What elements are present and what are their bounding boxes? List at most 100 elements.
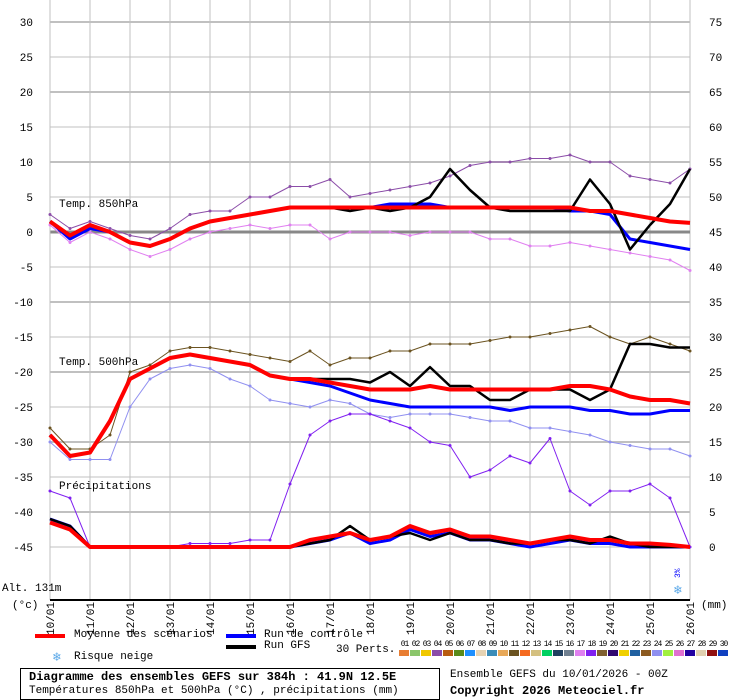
members-max-point bbox=[328, 178, 332, 181]
perturbation-swatch bbox=[432, 650, 442, 656]
y-left-tick-label: 0 bbox=[26, 228, 33, 240]
y-right-tick-label: 40 bbox=[709, 263, 722, 275]
members-max-point bbox=[488, 468, 492, 472]
y-right-tick-label: 25 bbox=[709, 368, 722, 380]
members-max-point bbox=[228, 542, 232, 545]
perturbation-number: 17 bbox=[576, 640, 586, 649]
y-right-tick-label: 55 bbox=[709, 158, 722, 170]
members-min-point bbox=[508, 237, 512, 241]
members-min-point bbox=[208, 367, 212, 370]
members-min-point bbox=[208, 230, 212, 234]
perturbation-number: 24 bbox=[653, 640, 663, 649]
run-info: Ensemble GEFS du 10/01/2026 - 00Z bbox=[450, 669, 668, 681]
snowflake-icon: ❄ bbox=[53, 650, 61, 665]
members-min-point bbox=[308, 223, 312, 227]
members-max-point bbox=[128, 370, 132, 374]
perturbation-swatch bbox=[718, 650, 728, 656]
altitude: Alt. 131m bbox=[2, 583, 62, 595]
y-left-tick-label: 5 bbox=[26, 193, 33, 205]
y-right-tick-label: 10 bbox=[709, 473, 722, 485]
members-max-point bbox=[388, 188, 392, 192]
y-left-tick-label: 15 bbox=[20, 123, 33, 135]
legend-gfs-label: Run GFS bbox=[264, 640, 311, 652]
ensemble-mean-line bbox=[49, 520, 691, 549]
members-min-point bbox=[148, 377, 152, 381]
perturbation-swatch bbox=[509, 650, 519, 656]
x-tick-label: 16/01 bbox=[286, 602, 298, 635]
legend-gfs-swatch bbox=[226, 645, 256, 649]
members-max-point bbox=[508, 160, 512, 164]
members-max-point bbox=[248, 538, 252, 542]
members-min-point bbox=[388, 416, 392, 419]
members-max-point bbox=[588, 160, 592, 164]
members-max-point bbox=[108, 433, 112, 437]
members-min-point bbox=[288, 402, 292, 405]
members-max-point bbox=[468, 342, 472, 346]
title-box: Diagramme des ensembles GEFS sur 384h : … bbox=[20, 668, 440, 700]
members-max-point bbox=[328, 419, 332, 423]
members-max-point bbox=[128, 234, 132, 237]
members-min-point bbox=[168, 367, 172, 370]
perturbation-swatch bbox=[685, 650, 695, 656]
legend-perts-label: 30 Perts. bbox=[336, 644, 396, 656]
perturbation-number: 10 bbox=[499, 640, 509, 649]
members-min-point bbox=[348, 230, 352, 234]
members-min-point bbox=[548, 244, 552, 248]
y-right-tick-label: 0 bbox=[709, 543, 716, 555]
members-min-point bbox=[408, 234, 412, 237]
perturbation-number: 27 bbox=[686, 640, 696, 649]
members-max-point bbox=[228, 209, 232, 213]
perturbation-swatch bbox=[421, 650, 431, 656]
members-max-point bbox=[208, 209, 212, 213]
members-min-point bbox=[688, 454, 692, 458]
perturbation-number: 09 bbox=[488, 640, 498, 649]
y-left-tick-label: -40 bbox=[13, 508, 33, 520]
y-left-tick-label: -45 bbox=[13, 543, 33, 555]
y-left-tick-label: 20 bbox=[20, 88, 33, 100]
members-max-point bbox=[448, 342, 452, 346]
members-max-point bbox=[668, 496, 672, 500]
members-min-point bbox=[68, 458, 72, 461]
y-right-tick-label: 60 bbox=[709, 123, 722, 135]
members-max-point bbox=[208, 542, 212, 545]
perturbation-swatch bbox=[575, 650, 585, 656]
x-tick-label: 20/01 bbox=[446, 602, 458, 635]
x-tick-label: 17/01 bbox=[326, 602, 338, 635]
members-max-point bbox=[168, 349, 172, 353]
perturbation-swatch bbox=[465, 650, 475, 656]
y-left-tick-label: -5 bbox=[20, 263, 33, 275]
y-left-unit: (°c) bbox=[12, 600, 39, 612]
members-max-point bbox=[548, 157, 552, 160]
members-min-point bbox=[48, 440, 52, 444]
members-max-point bbox=[408, 426, 412, 430]
perturbation-number: 13 bbox=[532, 640, 542, 649]
x-tick-label: 10/01 bbox=[46, 602, 58, 635]
y-right-tick-label: 65 bbox=[709, 88, 722, 100]
members-min-point bbox=[388, 230, 392, 234]
copyright: Copyright 2026 Meteociel.fr bbox=[450, 684, 645, 698]
members-max-point bbox=[448, 174, 452, 178]
members-max-point bbox=[488, 339, 492, 342]
perturbation-number: 21 bbox=[620, 640, 630, 649]
members-min-point bbox=[428, 412, 432, 416]
members-min-point bbox=[608, 440, 612, 444]
members-max-point bbox=[308, 433, 312, 437]
perturbation-swatch bbox=[443, 650, 453, 656]
legend-control-label: Run de contrôle bbox=[264, 629, 364, 641]
members-max-point bbox=[388, 419, 392, 423]
members-min-point bbox=[328, 398, 332, 402]
perturbation-swatch bbox=[663, 650, 673, 656]
members-max-point bbox=[348, 356, 352, 360]
x-tick-label: 11/01 bbox=[86, 602, 98, 635]
members-max-point bbox=[508, 335, 512, 339]
members-max-point bbox=[288, 185, 292, 188]
y-left-tick-label: -20 bbox=[13, 368, 33, 380]
x-tick-label: 13/01 bbox=[166, 602, 178, 635]
members-max-point bbox=[188, 542, 192, 545]
members-min-point bbox=[88, 230, 92, 234]
members-max-point bbox=[48, 213, 52, 216]
members-max-point bbox=[408, 349, 412, 353]
members-max-point bbox=[608, 160, 612, 164]
members-max-point bbox=[528, 335, 532, 339]
members-max-point bbox=[628, 489, 632, 493]
